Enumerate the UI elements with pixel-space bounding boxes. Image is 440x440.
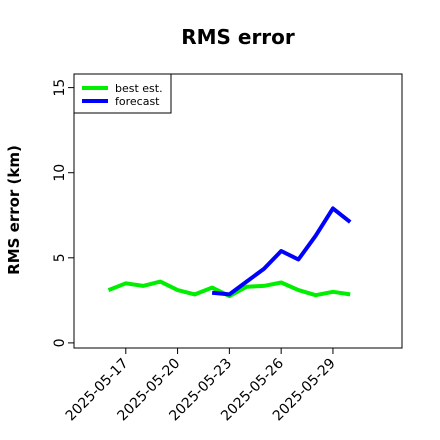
plot-frame xyxy=(73,73,403,349)
series-layer xyxy=(107,206,352,299)
legend: best est. forecast xyxy=(73,73,172,114)
legend-label-best: best est. xyxy=(115,82,163,95)
y-tick-label: 5 xyxy=(52,253,68,262)
y-tick-label: 0 xyxy=(52,338,68,347)
y-tick-label: 10 xyxy=(52,164,68,182)
chart-title: RMS error xyxy=(181,25,295,49)
x-axis: 2025-05-172025-05-202025-05-232025-05-26… xyxy=(63,348,339,424)
series-line-1 xyxy=(211,206,352,297)
legend-label-forecast: forecast xyxy=(115,95,160,108)
legend-box xyxy=(73,73,172,114)
y-axis: 0 5 10 15 xyxy=(52,79,74,347)
y-axis-label: RMS error (km) xyxy=(5,145,23,275)
y-tick-label: 15 xyxy=(52,79,68,97)
